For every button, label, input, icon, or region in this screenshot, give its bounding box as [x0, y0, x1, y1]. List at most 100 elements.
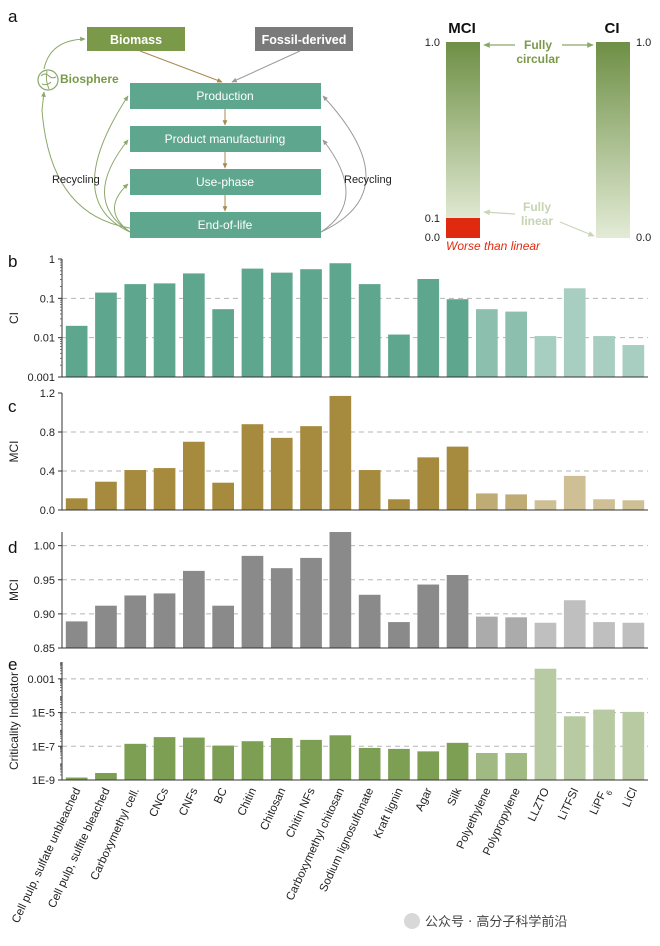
recycling-right-loop-manufacturing: [320, 139, 347, 233]
stage-endoflife-box: [130, 212, 321, 238]
bar-c-7: [270, 437, 293, 510]
bar-c-15: [505, 494, 527, 510]
bar-c-16: [534, 500, 557, 510]
category-label-4: CNFs: [177, 786, 200, 818]
bar-d-13: [446, 574, 469, 648]
ytick-label-e-3: 1E-9: [32, 775, 55, 787]
bar-b-14: [476, 309, 498, 377]
bar-c-4: [183, 441, 205, 510]
mci-tick-01: 0.1: [425, 213, 440, 225]
bar-d-14: [476, 616, 498, 648]
recycling-left-loop-production: [94, 95, 131, 233]
mci-gradient-bar: [446, 42, 480, 218]
category-label-13: Silk: [446, 786, 465, 808]
bar-b-10: [358, 284, 381, 377]
bar-d-5: [212, 605, 234, 648]
bar-e-0: [65, 777, 88, 780]
bar-b-17: [563, 288, 586, 377]
bar-e-3: [153, 737, 176, 780]
bar-b-3: [153, 283, 176, 377]
biosphere-to-biomass-arrow: [43, 36, 86, 70]
bar-b-8: [300, 269, 322, 377]
stage-production-label: Production: [196, 89, 253, 103]
bar-e-11: [388, 748, 410, 780]
bar-d-7: [270, 568, 293, 648]
category-label-12: Agar: [414, 786, 435, 813]
panel-label-c: c: [8, 397, 17, 416]
ylabel-e: Criticality Indicator: [7, 672, 21, 770]
axes-d: [61, 532, 648, 649]
ylabel-b: CI: [7, 312, 21, 324]
bar-c-3: [153, 468, 176, 510]
ytick-label-d-2: 0.95: [34, 575, 55, 587]
bar-c-6: [241, 424, 264, 510]
bar-c-10: [358, 470, 381, 510]
bar-e-8: [300, 739, 322, 780]
worse-than-linear-label: Worse than linear: [446, 239, 541, 253]
recycling-right-label: Recycling: [344, 174, 392, 186]
ylabel-c: MCI: [7, 441, 21, 463]
category-label-18: LiPF6: [588, 786, 614, 819]
panel-label-a: a: [8, 7, 18, 26]
bar-d-10: [358, 594, 381, 648]
stage-manufacturing-label: Product manufacturing: [165, 132, 286, 146]
bar-e-2: [124, 743, 147, 780]
bar-d-8: [300, 557, 322, 648]
bar-d-2: [124, 595, 147, 648]
ytick-label-b-0: 1: [49, 254, 55, 266]
bar-d-17: [563, 600, 586, 648]
category-label-17: LiTFSI: [556, 786, 581, 822]
ytick-label-d-0: 0.85: [34, 643, 55, 655]
axes-c: [61, 393, 648, 511]
bar-c-5: [212, 482, 234, 510]
bar-b-9: [329, 263, 352, 377]
ci-tick-1: 1.0: [636, 37, 651, 49]
stage-production-box: [130, 83, 321, 109]
biomass-to-production-arrow: [139, 50, 223, 83]
category-label-5: BC: [212, 786, 230, 806]
category-label-10: Sodium lignosulfonate: [318, 786, 377, 894]
fully-circular-label-2: circular: [516, 52, 560, 66]
panel-label-d: d: [8, 538, 17, 557]
ytick-label-c-3: 1.2: [40, 388, 55, 400]
category-label-19: LiCl: [621, 786, 640, 809]
mci-scale-title: MCI: [448, 20, 476, 37]
bar-c-19: [622, 500, 645, 510]
fully-linear-label-2: linear: [521, 214, 553, 228]
recycling-right-loop-production: [320, 95, 367, 233]
axes-e: [61, 662, 648, 781]
ci-gradient-bar: [596, 42, 630, 238]
category-label-7: Chitosan: [258, 786, 288, 832]
fully-circular-label-1: Fully: [524, 38, 552, 52]
bar-b-1: [95, 292, 117, 377]
ci-scale-title: CI: [605, 20, 620, 37]
bar-e-10: [358, 747, 381, 780]
bar-d-6: [241, 555, 264, 648]
stage-usephase-box: [130, 169, 321, 195]
bar-b-12: [417, 279, 440, 377]
bar-c-1: [95, 481, 117, 510]
ytick-label-c-0: 0.0: [40, 505, 55, 517]
recycling-left-label: Recycling: [52, 174, 100, 186]
globe-icon: [37, 69, 59, 91]
category-label-16: LLZTO: [526, 786, 552, 823]
bar-d-15: [505, 617, 527, 648]
biomass-box: [87, 27, 185, 51]
category-label-8: Chitin NFs: [284, 786, 318, 840]
fossil-label: Fossil-derived: [262, 33, 347, 47]
category-label-11: Kraft lignin: [372, 786, 406, 840]
fully-linear-arrow-left: [483, 209, 516, 216]
axes-b: [61, 259, 648, 378]
bar-d-4: [183, 570, 205, 648]
bar-c-0: [65, 498, 88, 510]
bar-d-18: [593, 622, 615, 648]
bar-b-19: [622, 345, 645, 377]
fully-linear-label-1: Fully: [523, 200, 551, 214]
panel-label-e: e: [8, 655, 17, 674]
bar-d-12: [417, 584, 440, 648]
bar-d-1: [95, 605, 117, 648]
bar-b-6: [241, 268, 264, 377]
bar-e-7: [270, 738, 293, 780]
chart-panel-c: 0.0 0.4 0.8 1.2 MCI: [7, 388, 648, 517]
